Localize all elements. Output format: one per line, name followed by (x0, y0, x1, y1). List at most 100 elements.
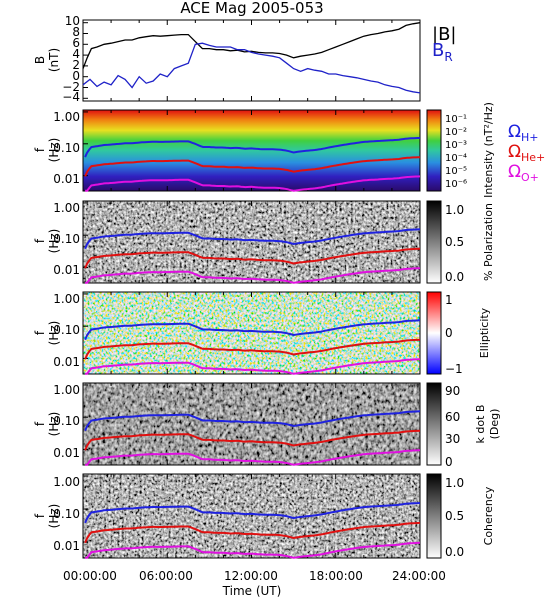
colorbar-label: % Polarization (482, 203, 495, 281)
y-axis-unit: (nT) (47, 48, 61, 72)
legend-entry-b-radial-sub: R (444, 50, 452, 64)
x-tick-label: 00:00:00 (63, 569, 117, 583)
gyro-legend-h-sub: H+ (521, 131, 539, 144)
x-axis-label: Time (UT) (222, 584, 282, 598)
cbar-tick-label: 10⁻³ (445, 140, 467, 151)
cbar-tick-label: 1.0 (445, 203, 464, 217)
ytick-label: 0.01 (53, 539, 80, 553)
cbar-tick-label: 0.5 (445, 509, 464, 523)
ytick-label: 0.10 (53, 323, 80, 337)
ytick-label: 1.00 (53, 475, 80, 489)
ytick-label: 0.10 (53, 141, 80, 155)
ytick-label: 0.01 (53, 263, 80, 277)
panel-ellipticity: 1.00 0.10 0.01 f (Hz) 1 0 −1 Ellipticity (33, 291, 491, 376)
spectrogram-image (83, 292, 420, 374)
cbar-tick-label: 0 (445, 455, 453, 469)
ytick-label: 0.10 (53, 507, 80, 521)
gyrofrequency-line (85, 267, 421, 284)
colorbar (426, 291, 442, 375)
ytick-label: 1.00 (53, 292, 80, 306)
colorbar-label: Coherency (482, 486, 495, 545)
spectrogram-image (83, 474, 420, 558)
cbar-tick-label: 90 (445, 384, 460, 398)
panel-coherency: 1.00 0.10 0.01 f (Hz) 1.0 0.5 0.0 Cohere… (33, 473, 495, 559)
gyrofrequency-line (84, 429, 421, 451)
colorbar-ticks: 1.0 0.5 0.0 (445, 476, 464, 559)
cbar-tick-label: 10⁻² (445, 127, 467, 138)
x-tick-label: 12:00:00 (224, 569, 278, 583)
cbar-tick-label: 0 (445, 326, 453, 340)
gyrofrequency-line (84, 338, 421, 360)
gyrofrequency-line (85, 449, 421, 466)
ytick-label: 8 (72, 25, 80, 39)
ytick-label: 1.00 (53, 201, 80, 215)
cbar-tick-label: 0.0 (445, 545, 464, 559)
y-axis-unit: (Hz) (47, 229, 61, 254)
y-axis-label: f (33, 147, 47, 152)
x-axis: 00:00:00 06:00:00 12:00:00 18:00:00 24:0… (63, 569, 446, 598)
y-axis-unit: (Hz) (47, 138, 61, 163)
cbar-tick-label: 0.5 (445, 235, 464, 249)
colorbar-unit: (Deg) (488, 409, 501, 440)
legend: |B| BR (432, 24, 456, 64)
panel-angle: 1.00 0.10 0.01 f (Hz) 90 60 30 0 k dot B… (33, 382, 501, 469)
legend-entry-b-radial: BR (432, 40, 453, 64)
cbar-tick-label: −1 (445, 362, 463, 376)
gyro-legend-o-sub: O+ (521, 171, 539, 184)
spectrogram-image (83, 201, 420, 283)
cbar-tick-label: 0.0 (445, 270, 464, 284)
y-axis-label: f (33, 238, 47, 243)
ytick-label: 1.00 (53, 110, 80, 124)
gyrofrequency-line (84, 319, 421, 341)
colorbar-label: k dot B (474, 405, 487, 444)
ytick-label: 0.01 (53, 446, 80, 460)
ytick-label: −4 (62, 90, 80, 104)
panel-yticks: 1.00 0.10 0.01 (53, 383, 80, 460)
x-tick-label: 18:00:00 (309, 569, 363, 583)
y-axis-unit: (Hz) (47, 321, 61, 346)
gyrofrequency-line (84, 137, 420, 158)
colorbar (426, 109, 442, 192)
panel-yticks: 1.00 0.10 0.01 (53, 292, 80, 369)
colorbar (426, 473, 442, 559)
ytick-label: 4 (72, 47, 80, 61)
panel-yticks: 10 8 6 4 2 0 −2 −4 (62, 14, 80, 104)
gyrofrequency-line (84, 228, 421, 250)
series-line-b-radial (82, 42, 421, 94)
y-axis-label: B (33, 56, 47, 64)
panel-polarization: 1.00 0.10 0.01 f (Hz) 1.0 0.5 0.0 % Pola… (33, 200, 495, 284)
gyrofrequency-line (84, 502, 421, 524)
gyro-legend: ΩH+ ΩHe+ ΩO+ (508, 122, 545, 184)
x-tick-label: 24:00:00 (392, 569, 446, 583)
ytick-label: 0.01 (53, 355, 80, 369)
y-axis-unit: (Hz) (47, 412, 61, 437)
panel-magnetic-field: 10 8 6 4 2 0 −2 −4 B (nT) |B| BR (33, 14, 456, 104)
ytick-label: 0 (72, 69, 80, 83)
cbar-tick-label: 1.0 (445, 476, 464, 490)
panel-yticks: 1.00 0.10 0.01 (53, 110, 80, 186)
cbar-tick-label: 60 (445, 410, 460, 424)
colorbar-ticks: 1 0 −1 (445, 293, 463, 376)
cbar-tick-label: 30 (445, 432, 460, 446)
ytick-label: 0.10 (53, 414, 80, 428)
panel-frame (82, 19, 421, 102)
panel-yticks: 1.00 0.10 0.01 (53, 201, 80, 277)
gyrofrequency-line (85, 358, 421, 375)
spectrogram-image (83, 383, 420, 465)
cbar-tick-label: 10⁻⁶ (445, 179, 467, 190)
colorbar-ticks: 90 60 30 0 (445, 384, 460, 469)
y-axis-label: f (33, 421, 47, 426)
gyrofrequency-line (84, 521, 421, 544)
gyro-legend-he-base: Ω (508, 142, 521, 162)
panel-yticks: 1.00 0.10 0.01 (53, 475, 80, 553)
gyrofrequency-line (85, 175, 421, 192)
ytick-label: 2 (72, 58, 80, 72)
ytick-label: 0.10 (53, 232, 80, 246)
gyrofrequency-line (84, 156, 421, 177)
gyrofrequency-line (85, 541, 421, 559)
gyrofrequency-line (84, 410, 421, 432)
y-axis-unit: (Hz) (47, 504, 61, 529)
cbar-tick-label: 1 (445, 293, 453, 307)
y-axis-label: f (33, 330, 47, 335)
